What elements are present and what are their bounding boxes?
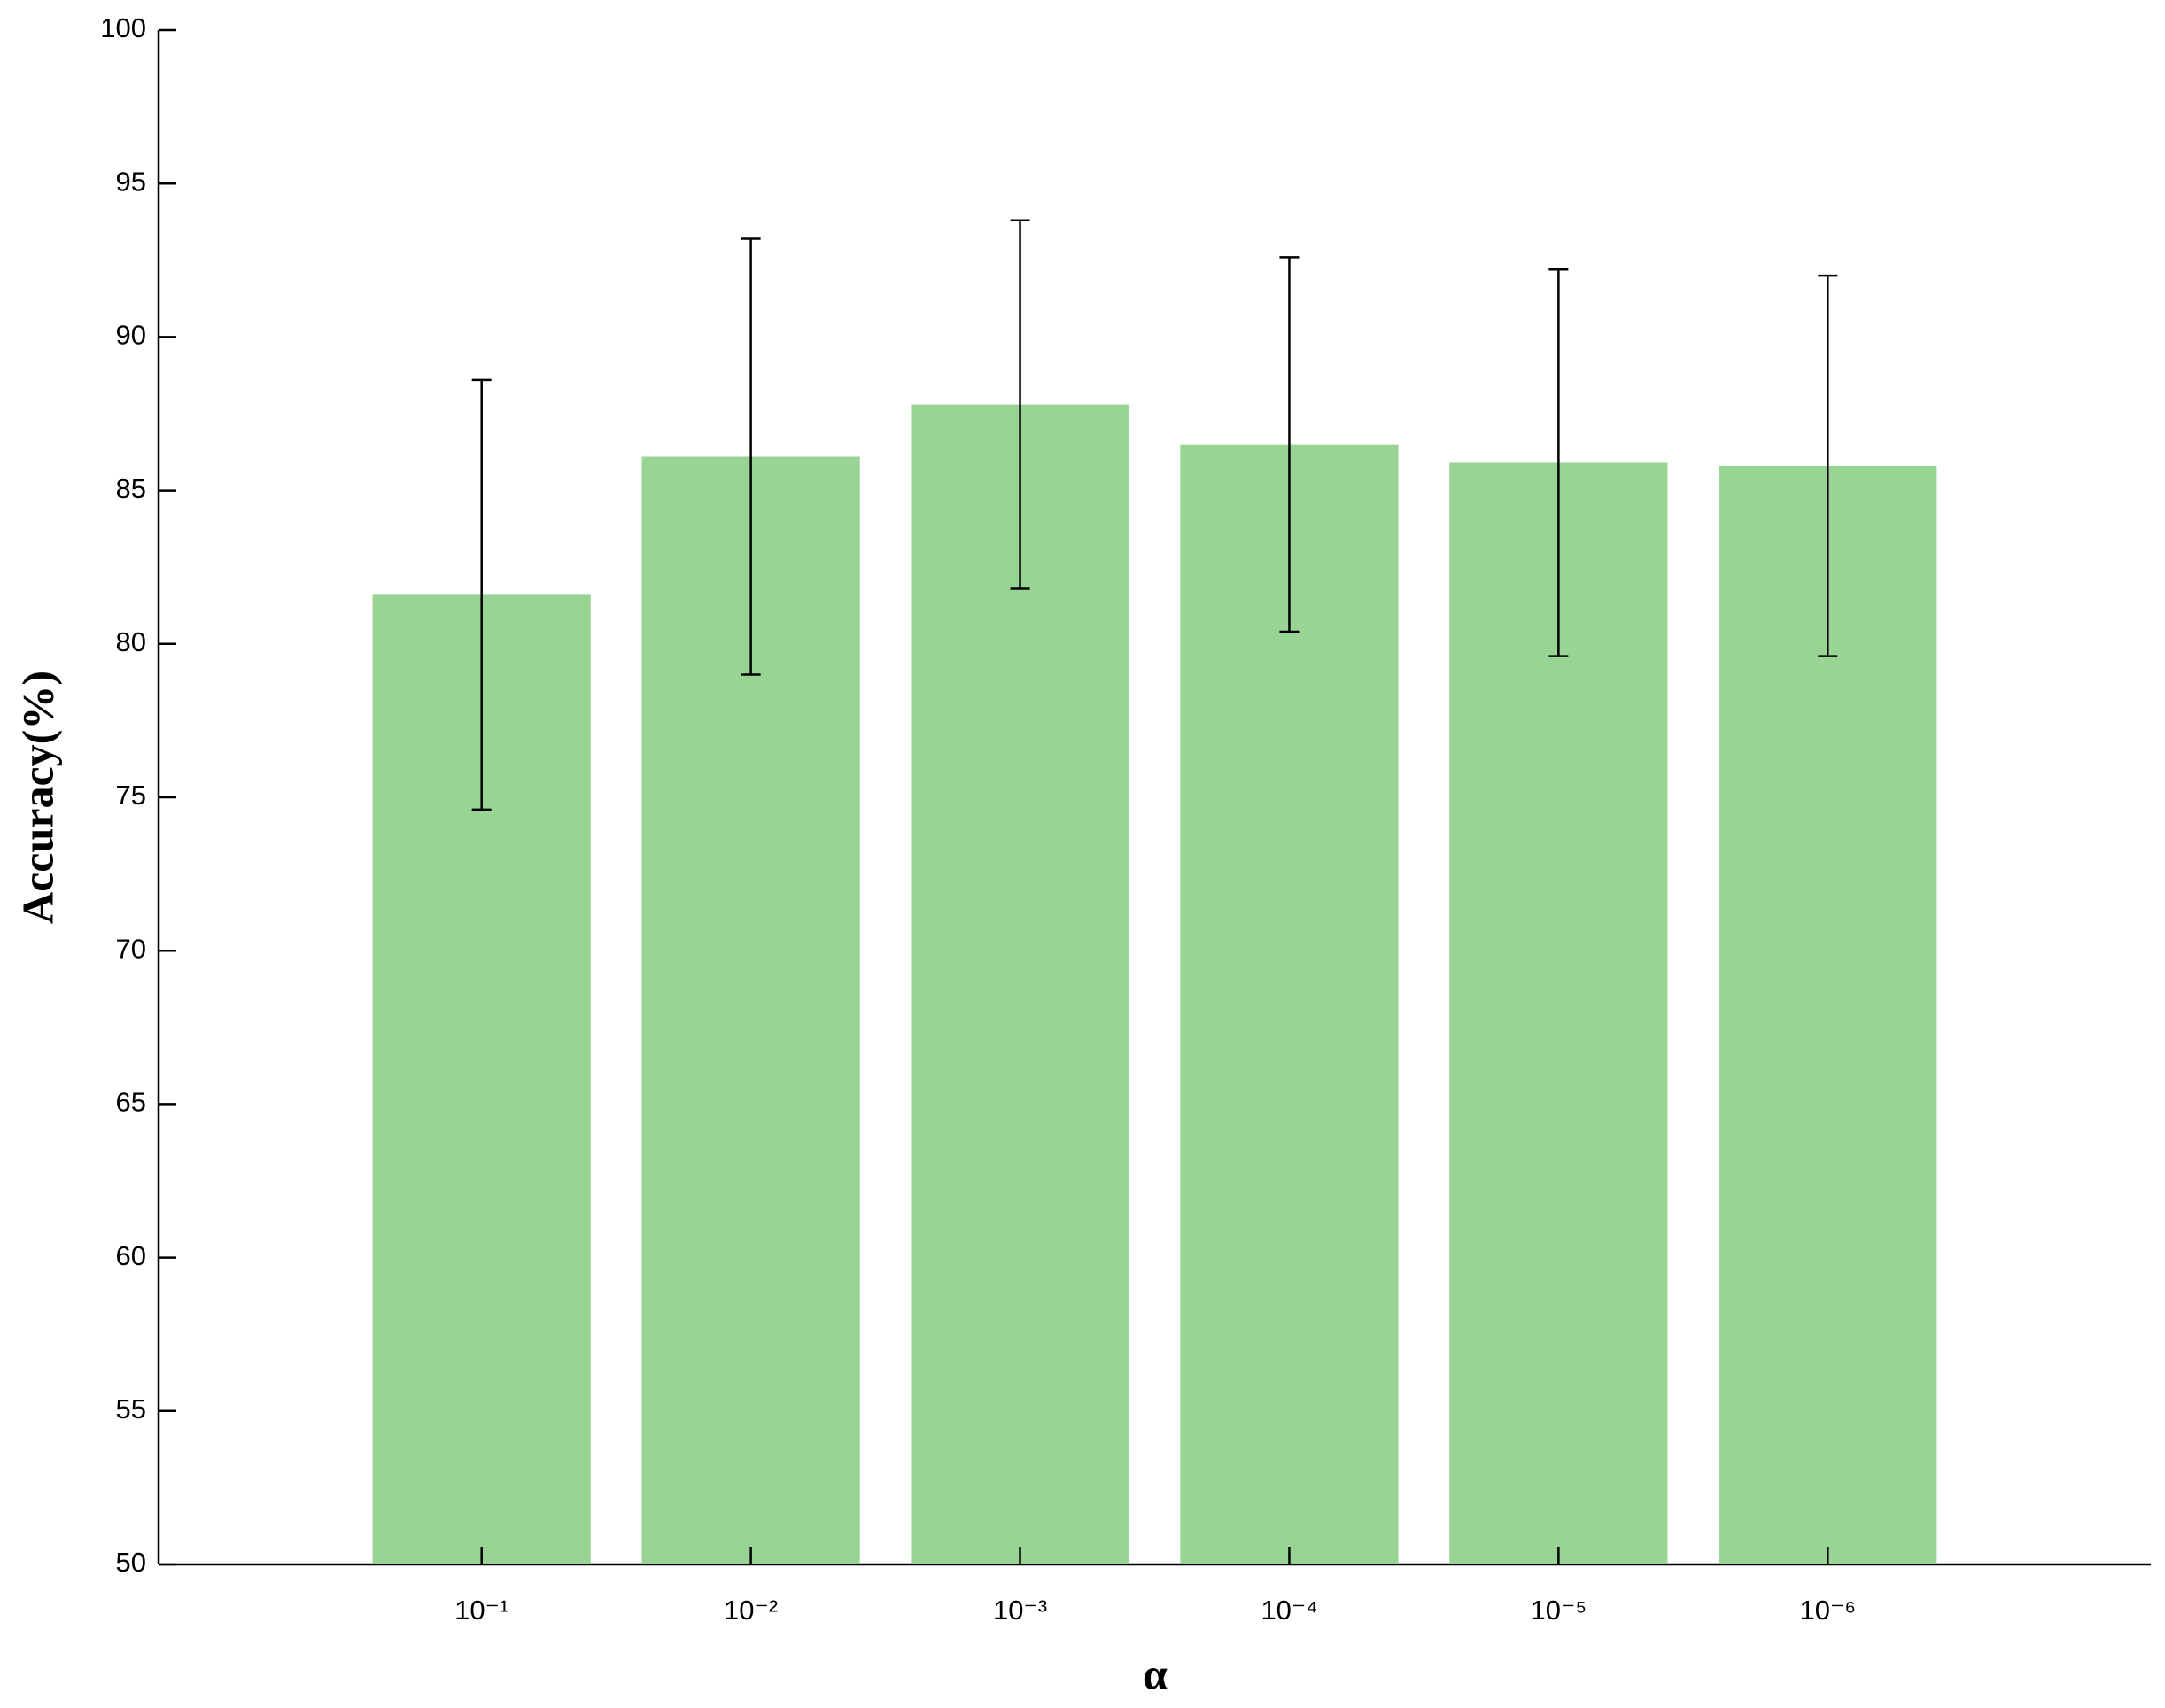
x-tick-label: 10⁻¹ — [454, 1595, 508, 1626]
y-tick-label: 95 — [116, 166, 146, 197]
y-tick-label: 100 — [100, 12, 146, 43]
x-tick-label: 10⁻² — [724, 1595, 778, 1626]
error-bar — [471, 378, 492, 811]
y-tick-label: 85 — [116, 473, 146, 504]
x-tick-label: 10⁻⁵ — [1531, 1595, 1587, 1626]
x-tick-label: 10⁻⁶ — [1799, 1595, 1856, 1626]
y-tick-label: 90 — [116, 320, 146, 351]
y-tick-label: 55 — [116, 1394, 146, 1425]
error-bar — [1818, 274, 1838, 657]
bar — [911, 404, 1129, 1564]
y-tick-label: 60 — [116, 1240, 146, 1271]
error-bar — [1279, 256, 1300, 633]
x-axis-label: α — [1143, 1649, 1168, 1698]
error-bar — [741, 237, 761, 676]
y-axis-label: Accuracy(%) — [12, 671, 62, 924]
x-tick-label: 10⁻⁴ — [1261, 1595, 1317, 1626]
x-tick-label: 10⁻³ — [993, 1595, 1047, 1626]
error-bar — [1548, 268, 1569, 657]
y-tick-label: 80 — [116, 626, 146, 657]
error-bar — [1010, 219, 1030, 590]
y-tick-label: 70 — [116, 933, 146, 964]
y-tick-label: 65 — [116, 1087, 146, 1118]
y-tick-label: 50 — [116, 1547, 146, 1578]
y-tick-label: 75 — [116, 780, 146, 811]
